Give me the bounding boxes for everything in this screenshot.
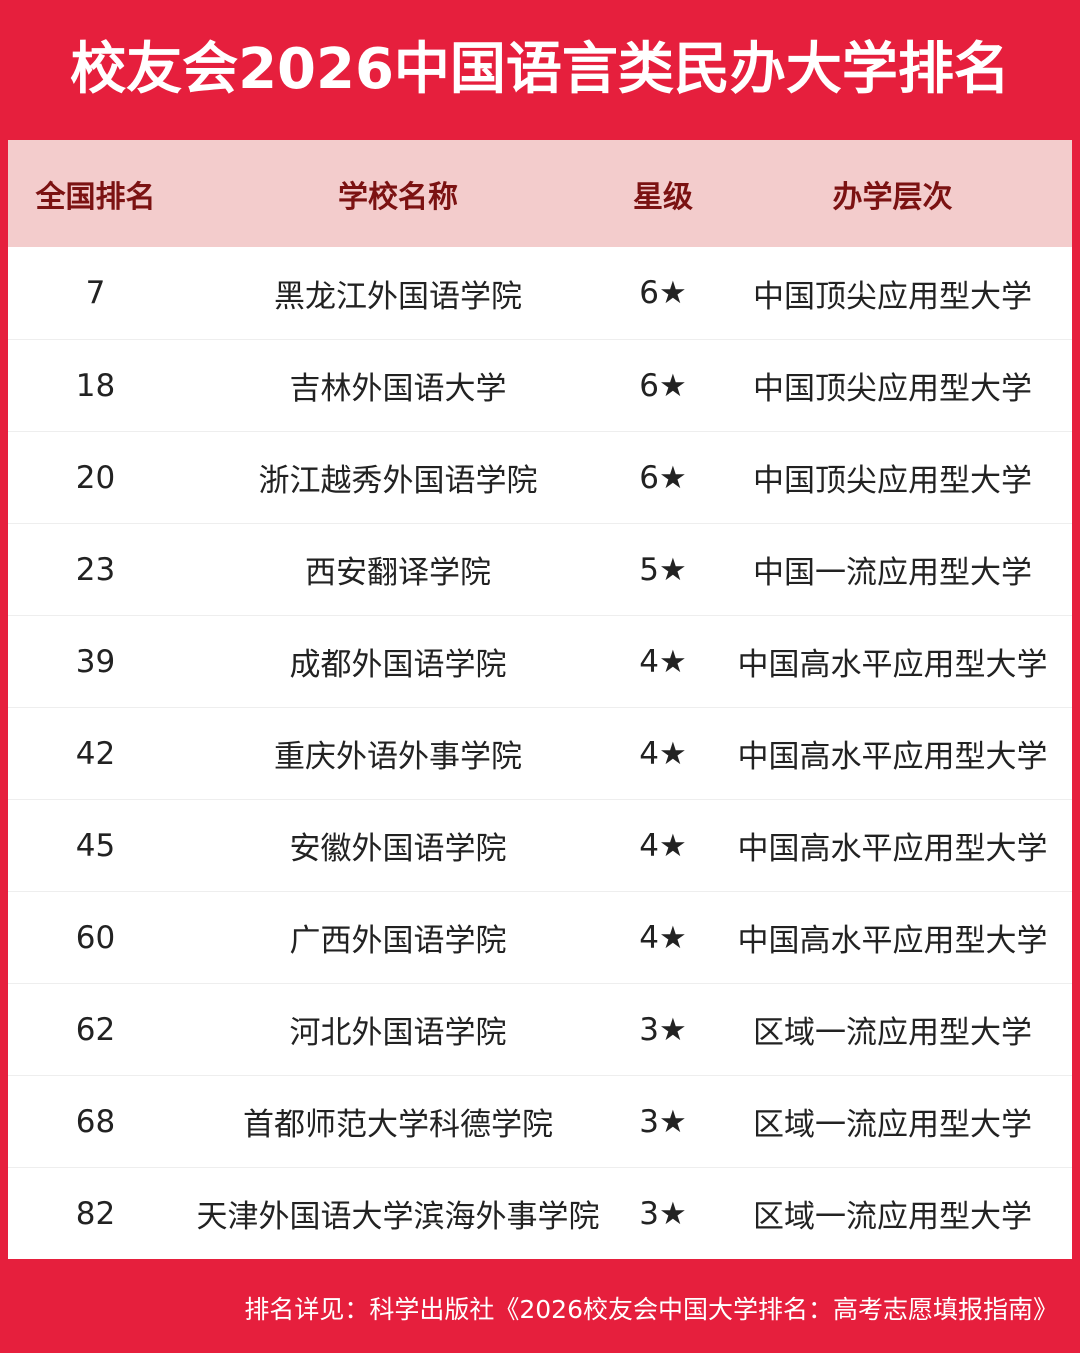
table-row: 68 首都师范大学科德学院 3★ 区域一流应用型大学 [8, 1075, 1072, 1167]
column-header: 全国排名 [35, 179, 156, 215]
level: 中国高水平应用型大学 [737, 923, 1048, 959]
school-name: 浙江越秀外国语学院 [258, 463, 538, 499]
star-level: 4★ [639, 643, 687, 680]
table-row: 39 成都外国语学院 4★ 中国高水平应用型大学 [8, 615, 1072, 707]
school-name: 河北外国语学院 [289, 1015, 507, 1051]
rank: 7 [85, 275, 106, 311]
rank: 68 [75, 1103, 116, 1140]
table: 全国排名 学校名称 星级 办学层次 7 黑龙江外国语学院 6★ 中国顶尖应用型大学 18… [8, 140, 1072, 1259]
school-name: 广西外国语学院 [289, 923, 507, 959]
level: 区域一流应用型大学 [753, 1107, 1032, 1143]
table-row: 60 广西外国语学院 4★ 中国高水平应用型大学 [8, 891, 1072, 983]
star-level: 6★ [639, 459, 687, 496]
level: 中国高水平应用型大学 [737, 739, 1048, 775]
table-row: 7 黑龙江外国语学院 6★ 中国顶尖应用型大学 [8, 247, 1072, 339]
rank: 82 [75, 1195, 116, 1232]
rank: 23 [75, 551, 116, 588]
school-name: 西安翻译学院 [305, 555, 491, 591]
star-level: 4★ [639, 735, 687, 772]
rank: 18 [75, 367, 116, 404]
rank: 20 [75, 459, 116, 496]
star-level: 4★ [639, 919, 687, 956]
rank: 39 [75, 643, 116, 680]
table-row: 45 安徽外国语学院 4★ 中国高水平应用型大学 [8, 799, 1072, 891]
school-name: 安徽外国语学院 [289, 831, 507, 867]
table-row: 23 西安翻译学院 5★ 中国一流应用型大学 [8, 523, 1072, 615]
rank: 42 [75, 735, 116, 772]
header-row: 全国排名 学校名称 星级 办学层次 [8, 140, 1072, 247]
rank: 62 [75, 1011, 116, 1048]
level: 区域一流应用型大学 [753, 1015, 1032, 1051]
table-row: 82 天津外国语大学滨海外事学院 3★ 区域一流应用型大学 [8, 1167, 1072, 1259]
school-name: 重庆外语外事学院 [274, 739, 522, 775]
level: 区域一流应用型大学 [753, 1199, 1032, 1235]
table-row: 42 重庆外语外事学院 4★ 中国高水平应用型大学 [8, 707, 1072, 799]
source-note: 排名详见：科学出版社《2026校友会中国大学排名：高考志愿填报指南》 [244, 1295, 1058, 1324]
footer: 排名详见：科学出版社《2026校友会中国大学排名：高考志愿填报指南》 [0, 1262, 1080, 1353]
level: 中国顶尖应用型大学 [753, 278, 1032, 315]
school-name: 首都师范大学科德学院 [243, 1107, 553, 1143]
school-name: 吉林外国语大学 [289, 371, 507, 407]
column-header: 办学层次 [832, 179, 953, 215]
star-level: 3★ [639, 1011, 687, 1048]
table-row: 18 吉林外国语大学 6★ 中国顶尖应用型大学 [8, 339, 1072, 431]
column-header: 星级 [633, 179, 693, 215]
column-header: 学校名称 [338, 179, 458, 215]
star-level: 5★ [639, 551, 687, 588]
school-name: 成都外国语学院 [289, 647, 507, 683]
level: 中国顶尖应用型大学 [753, 463, 1032, 499]
level: 中国顶尖应用型大学 [753, 371, 1032, 407]
level: 中国一流应用型大学 [753, 555, 1032, 591]
table-row: 20 浙江越秀外国语学院 6★ 中国顶尖应用型大学 [8, 431, 1072, 523]
star-level: 6★ [639, 275, 687, 311]
rank: 45 [75, 827, 116, 864]
level: 中国高水平应用型大学 [737, 647, 1048, 683]
table-row: 62 河北外国语学院 3★ 区域一流应用型大学 [8, 983, 1072, 1075]
rank: 60 [75, 919, 116, 956]
star-level: 4★ [639, 827, 687, 864]
school-name: 黑龙江外国语学院 [274, 278, 522, 315]
school-name: 天津外国语大学滨海外事学院 [196, 1199, 600, 1235]
level: 中国高水平应用型大学 [737, 831, 1048, 867]
title: 校友会2026中国语言类民办大学排名 [70, 37, 1010, 102]
star-level: 3★ [639, 1103, 687, 1140]
star-level: 3★ [639, 1195, 687, 1232]
star-level: 6★ [639, 367, 687, 404]
